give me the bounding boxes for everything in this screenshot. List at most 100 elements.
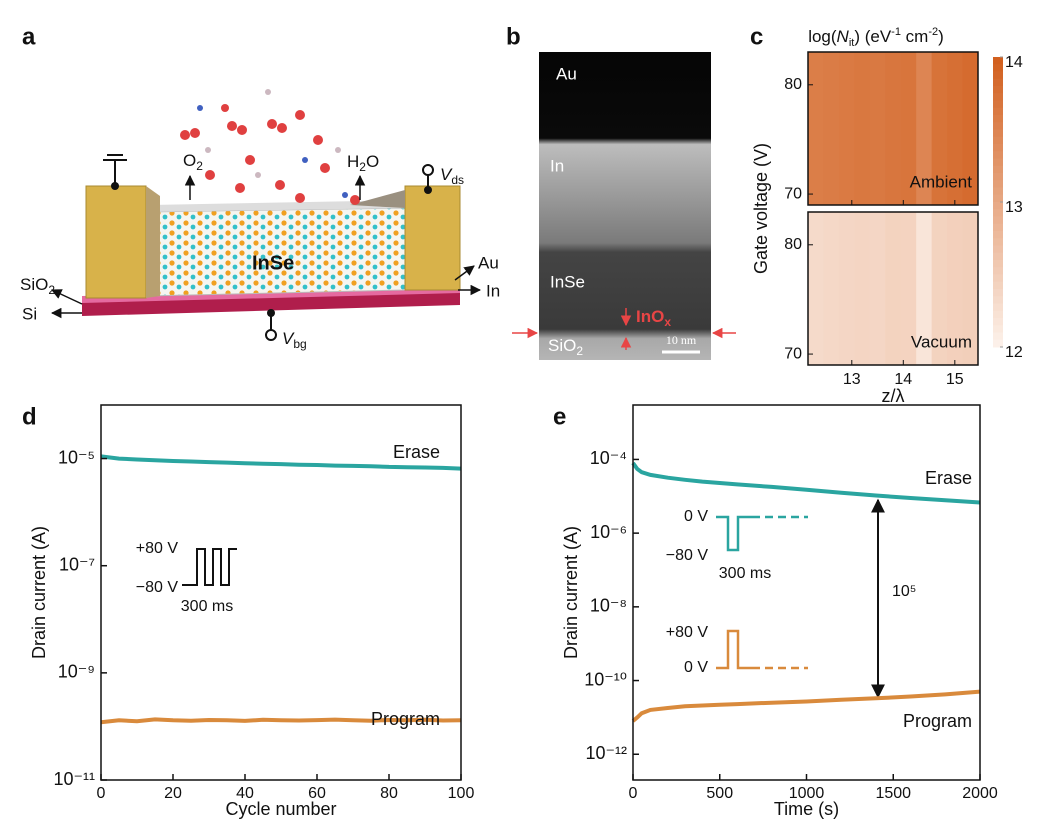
y-tick-label: 80 — [784, 76, 802, 93]
layer-label: SiO2 — [548, 336, 583, 358]
x-axis-label: z/λ — [881, 386, 904, 406]
heat-cell — [854, 52, 871, 205]
colorbar-step — [993, 209, 1003, 217]
scale-label: 10 nm — [666, 333, 697, 347]
colorbar-step — [993, 158, 1003, 167]
x-tick-label: 1500 — [875, 785, 911, 802]
inset-label: 300 ms — [181, 598, 233, 615]
inset-label: +80 V — [666, 624, 709, 641]
layer-label: Au — [556, 64, 577, 83]
colorbar-step — [993, 223, 1003, 232]
colorbar-step — [993, 216, 1003, 225]
colorbar-step — [993, 325, 1003, 333]
waveform — [716, 515, 752, 552]
oxide-label: SiO2 — [20, 275, 55, 297]
waveform — [182, 548, 237, 586]
y-axis-label: Drain current (A) — [561, 526, 581, 659]
colorbar-step — [993, 144, 1003, 152]
inset-label: −80 V — [666, 547, 709, 564]
inset-label: 0 V — [684, 659, 708, 676]
plot-frame — [807, 211, 979, 366]
colorbar-step — [993, 339, 1003, 348]
substrate-label: Si — [22, 304, 37, 323]
heat-cell — [916, 212, 933, 365]
colorbar-step — [993, 71, 1003, 80]
heat-cell — [838, 52, 855, 205]
heat-cell — [885, 212, 902, 365]
colorbar-step — [993, 187, 1003, 196]
series-line — [100, 717, 462, 725]
x-tick-label: 2000 — [962, 785, 998, 802]
heat-cell — [823, 212, 840, 365]
colorbar-step — [993, 303, 1003, 312]
colorbar-step — [993, 281, 1003, 290]
x-tick-label: 1000 — [789, 785, 825, 802]
colorbar-step — [993, 260, 1003, 268]
colorbar-tick-label: 13 — [1005, 199, 1023, 216]
panel-label: a — [22, 23, 36, 50]
x-tick-label: 0 — [97, 785, 106, 802]
y-tick-label: 10⁻¹⁰ — [584, 669, 627, 689]
colorbar-step — [993, 318, 1003, 326]
panel-label: e — [553, 403, 566, 430]
layer-label: In — [550, 156, 564, 175]
x-axis-label: Cycle number — [225, 799, 336, 819]
terminal-label: Vds — [440, 165, 464, 187]
colorbar-step — [993, 64, 1003, 72]
colorbar-tick-label: 14 — [1005, 54, 1023, 71]
colorbar-step — [993, 115, 1003, 123]
electrode-label: In — [486, 281, 500, 300]
colorbar-step — [993, 252, 1003, 261]
x-tick-label: 20 — [164, 785, 182, 802]
colorbar-step — [993, 296, 1003, 304]
ratio-label: 10⁵ — [892, 583, 916, 600]
y-tick-label: 10⁻⁵ — [58, 447, 95, 467]
colorbar-step — [993, 231, 1003, 239]
colorbar-step — [993, 310, 1003, 319]
colorbar-step — [993, 173, 1003, 181]
colorbar-step — [993, 245, 1003, 254]
colorbar-step — [993, 194, 1003, 203]
colorbar-step — [993, 332, 1003, 341]
series-label: Program — [371, 709, 440, 729]
x-tick-label: 500 — [706, 785, 733, 802]
y-tick-label: 10⁻¹² — [585, 743, 627, 763]
heat-cell — [808, 212, 824, 365]
y-tick-label: 10⁻⁸ — [590, 596, 627, 616]
heat-cell — [931, 212, 948, 365]
colorbar-step — [993, 136, 1003, 145]
y-axis-label: Drain current (A) — [29, 526, 49, 659]
colorbar-step — [993, 289, 1003, 297]
colorbar-step — [993, 93, 1003, 101]
colorbar-step — [993, 78, 1003, 87]
series-label: Erase — [393, 442, 440, 462]
y-tick-label: 10⁻⁹ — [58, 662, 95, 682]
colorbar-step — [993, 86, 1003, 94]
colorbar-step — [993, 107, 1003, 116]
heat-cell — [947, 52, 964, 205]
x-axis-label: Time (s) — [774, 799, 839, 819]
heat-cell — [962, 52, 979, 205]
colorbar-step — [993, 267, 1003, 275]
x-tick-label: 60 — [308, 785, 326, 802]
tem-image — [539, 52, 711, 360]
heat-cell — [838, 212, 855, 365]
heat-cell — [808, 52, 824, 205]
colorbar-step — [993, 165, 1003, 174]
panel-label: d — [22, 403, 37, 430]
heat-cell — [962, 212, 979, 365]
heat-cell — [900, 52, 917, 205]
series-line — [631, 461, 981, 505]
colorbar-step — [993, 151, 1003, 159]
heat-cell — [916, 52, 933, 205]
y-tick-label: 80 — [784, 236, 802, 253]
y-tick-label: 10⁻⁶ — [590, 522, 627, 542]
inset-label: 0 V — [684, 508, 708, 525]
plot-frame — [807, 51, 979, 206]
waveform — [716, 629, 752, 670]
heat-cell — [885, 52, 902, 205]
heat-cell — [823, 52, 840, 205]
series-label: Erase — [925, 468, 972, 488]
heat-cell — [869, 212, 886, 365]
